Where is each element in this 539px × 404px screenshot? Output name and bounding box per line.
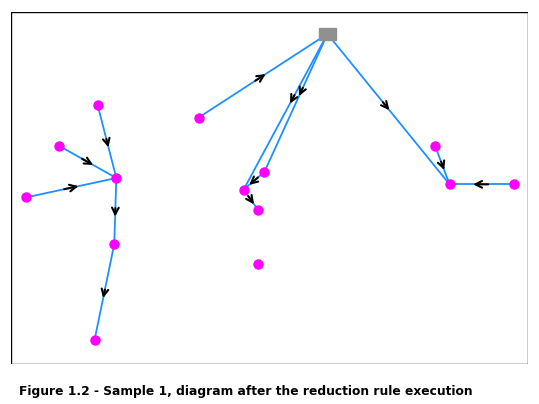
Text: Figure 1.2 - Sample 1, diagram after the reduction rule execution: Figure 1.2 - Sample 1, diagram after the…: [18, 385, 472, 398]
Bar: [319, 28, 336, 40]
